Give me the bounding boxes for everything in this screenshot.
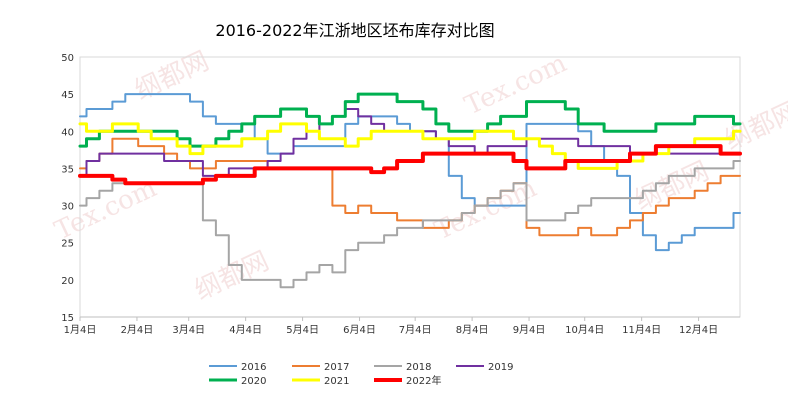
legend-label-2018: 2018 [406, 362, 431, 373]
x-tick-label: 9月4日 [513, 324, 546, 336]
watermark-text: 纲都网 [190, 246, 273, 306]
y-tick-label: 20 [61, 276, 74, 287]
watermark-text: 纲都网 [630, 156, 713, 216]
y-tick-label: 45 [61, 90, 74, 101]
y-tick-label: 35 [61, 164, 74, 175]
x-tick-label: 10月4日 [565, 324, 604, 336]
series-line-2020 [78, 92, 742, 148]
x-tick-label: 6月4日 [343, 324, 376, 336]
legend-label-2016: 2016 [241, 362, 266, 373]
x-tick-label: 1月4日 [64, 324, 97, 336]
legend-label-2022年: 2022年 [406, 374, 441, 387]
x-tick-label: 3月4日 [172, 324, 205, 336]
y-tick-label: 15 [61, 313, 74, 324]
x-tick-label: 4月4日 [229, 324, 262, 336]
y-tick-label: 30 [61, 202, 74, 213]
series-line-2016 [79, 93, 741, 252]
y-tick-label: 25 [61, 239, 74, 250]
series-line-2022年 [78, 144, 742, 186]
legend-label-2021: 2021 [324, 376, 349, 387]
series-layer [78, 92, 742, 289]
x-tick-label: 12月4日 [679, 324, 718, 336]
series-line-2019 [79, 108, 741, 177]
legend-label-2020: 2020 [241, 376, 266, 387]
chart-title: 2016-2022年江浙地区坯布库存对比图 [215, 21, 494, 40]
watermark-text: 纲都网 [720, 96, 788, 156]
legend: 2016 2017 2018 2019 2020 2021 2022年 [209, 362, 513, 387]
x-tick-label: 11月4日 [622, 324, 661, 336]
x-tick-label: 8月4日 [456, 324, 489, 336]
y-tick-label: 50 [61, 53, 74, 64]
x-tick-label: 5月4日 [286, 324, 319, 336]
series-line-2018 [79, 160, 741, 289]
x-tick-label: 2月4日 [121, 324, 154, 336]
watermark-text: Tex.com [460, 48, 571, 121]
y-tick-label: 40 [61, 127, 74, 138]
watermark-text: 纲都网 [130, 46, 213, 106]
legend-label-2019: 2019 [488, 362, 513, 373]
x-tick-label: 7月4日 [399, 324, 432, 336]
legend-label-2017: 2017 [324, 362, 349, 373]
axes: 15 20 25 30 35 40 45 50 1月4日 2月4日 3月4日 4月4日 5月4日 6月4日… [61, 53, 740, 336]
